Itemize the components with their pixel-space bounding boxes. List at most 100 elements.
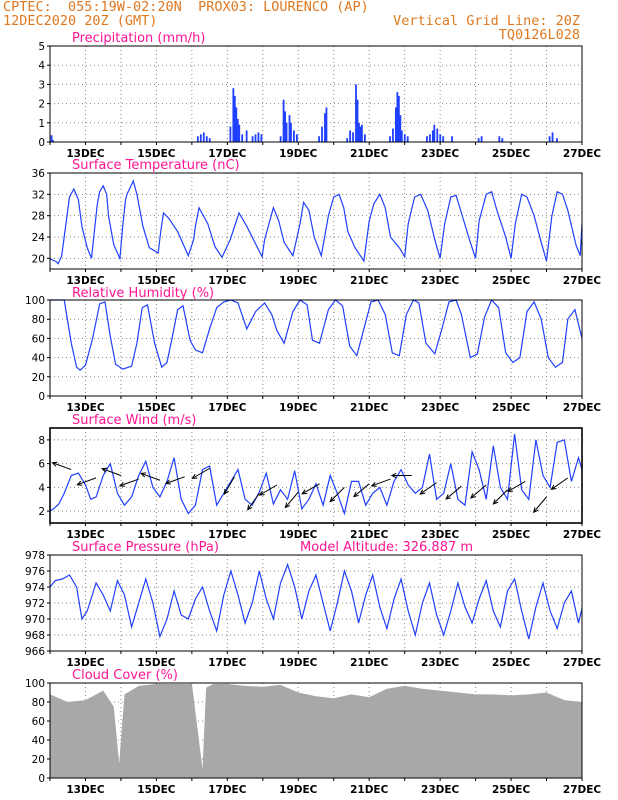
wind-arrow-head: [370, 481, 377, 487]
y-tick-label: 5: [38, 41, 45, 53]
x-tick-label: 23DEC: [421, 657, 460, 669]
y-tick-label: 4: [38, 60, 45, 72]
x-tick-label: 15DEC: [137, 529, 176, 541]
x-tick-label: 23DEC: [421, 402, 460, 414]
wind-arrow-head: [76, 480, 83, 486]
y-tick-label: 8: [38, 435, 45, 447]
precip-bar: [426, 136, 428, 142]
precip-bar: [356, 99, 359, 142]
precip-bar: [321, 126, 323, 142]
y-tick-label: 978: [25, 550, 45, 562]
x-tick-label: 15DEC: [137, 275, 176, 287]
precip-bar: [389, 136, 391, 142]
y-tick-label: 1: [38, 118, 45, 130]
y-tick-label: 40: [32, 353, 45, 365]
precip-bar: [205, 136, 208, 142]
precip-bar: [399, 115, 402, 142]
precip-bar: [346, 138, 349, 142]
panel-frame: [49, 172, 583, 270]
y-tick-label: 36: [32, 168, 46, 180]
x-tick-label: 19DEC: [279, 275, 318, 287]
panel-frame: [49, 682, 583, 779]
x-tick-label: 25DEC: [492, 657, 531, 669]
precip-bar: [358, 122, 360, 142]
y-tick-label: 32: [32, 189, 45, 201]
wind-arrow-head: [532, 507, 539, 514]
y-tick-label: 100: [25, 678, 45, 690]
panel-humidity: [47, 298, 583, 399]
precip-bar: [397, 95, 400, 142]
y-tick-label: 40: [32, 735, 45, 747]
y-tick-label: 6: [38, 459, 45, 471]
precip-bar: [551, 132, 554, 142]
panel-wind: [47, 427, 583, 526]
y-tick-label: 80: [32, 697, 45, 709]
model-altitude-annotation: Model Altitude: 326.887 m: [300, 540, 473, 555]
wind-arrow-head: [284, 502, 291, 509]
precip-bar: [480, 136, 483, 142]
x-tick-label: 23DEC: [421, 784, 460, 796]
precip-bar: [403, 134, 406, 142]
wind-arrow: [353, 483, 370, 498]
precip-bar: [355, 84, 357, 142]
cloud-title: Cloud Cover (%): [72, 668, 178, 683]
y-tick-label: 80: [32, 314, 45, 326]
wind-arrow: [371, 478, 391, 487]
precip-bar: [501, 138, 504, 142]
precip-bar: [233, 95, 236, 142]
precip-bar: [279, 136, 282, 142]
wind-arrow: [101, 468, 122, 476]
wind-arrow: [259, 484, 278, 496]
precip-bar: [324, 113, 326, 142]
x-tick-label: 21DEC: [350, 148, 389, 160]
precip-bar: [433, 124, 436, 142]
wind-arrow: [285, 491, 299, 508]
wind-arrow-head: [140, 472, 147, 478]
x-tick-label: 15DEC: [137, 402, 176, 414]
x-tick-label: 19DEC: [279, 148, 318, 160]
precip-bar: [325, 107, 328, 142]
precip-bar: [236, 118, 239, 142]
x-tick-label: 17DEC: [208, 402, 247, 414]
precip-bar: [451, 136, 453, 142]
precip-bar: [202, 132, 205, 142]
y-tick-label: 970: [25, 614, 45, 626]
pressure-title: Surface Pressure (hPa): [72, 540, 219, 555]
y-tick-label: 0: [38, 391, 45, 403]
x-tick-label: 25DEC: [492, 148, 531, 160]
wind-arrow-head: [258, 490, 265, 496]
precip-bar: [50, 135, 53, 142]
x-tick-label: 13DEC: [66, 784, 105, 796]
x-tick-label: 21DEC: [350, 275, 389, 287]
y-tick-label: 966: [25, 646, 45, 658]
wind-arrow: [223, 476, 235, 495]
x-tick-label: 17DEC: [208, 529, 247, 541]
precip-bar: [251, 136, 254, 142]
y-tick-label: 60: [32, 333, 45, 345]
precip-bar: [349, 130, 351, 142]
y-tick-label: 60: [32, 716, 45, 728]
wind-arrow: [140, 472, 161, 481]
panel-frame: [49, 45, 583, 143]
x-tick-label: 27DEC: [563, 275, 602, 287]
x-tick-label: 27DEC: [563, 529, 602, 541]
precip-bar: [196, 136, 199, 142]
y-tick-label: 0: [38, 773, 45, 785]
panel-frame: [49, 299, 583, 397]
x-tick-label: 25DEC: [492, 529, 531, 541]
y-tick-label: 0: [38, 137, 45, 149]
wind-arrow-head: [506, 487, 513, 493]
wind-arrow-head: [419, 489, 426, 495]
precip-bar: [396, 92, 399, 142]
series-line: [50, 298, 583, 371]
precip-bar: [431, 130, 434, 142]
x-tick-label: 23DEC: [421, 275, 460, 287]
x-tick-label: 23DEC: [421, 529, 460, 541]
wind-arrow: [493, 489, 508, 505]
x-tick-label: 17DEC: [208, 148, 247, 160]
y-tick-label: 20: [32, 754, 45, 766]
precip-bar: [361, 124, 363, 142]
y-tick-label: 968: [25, 630, 45, 642]
x-tick-label: 17DEC: [208, 657, 247, 669]
header-line3-right: TQ0126L028: [498, 27, 580, 43]
